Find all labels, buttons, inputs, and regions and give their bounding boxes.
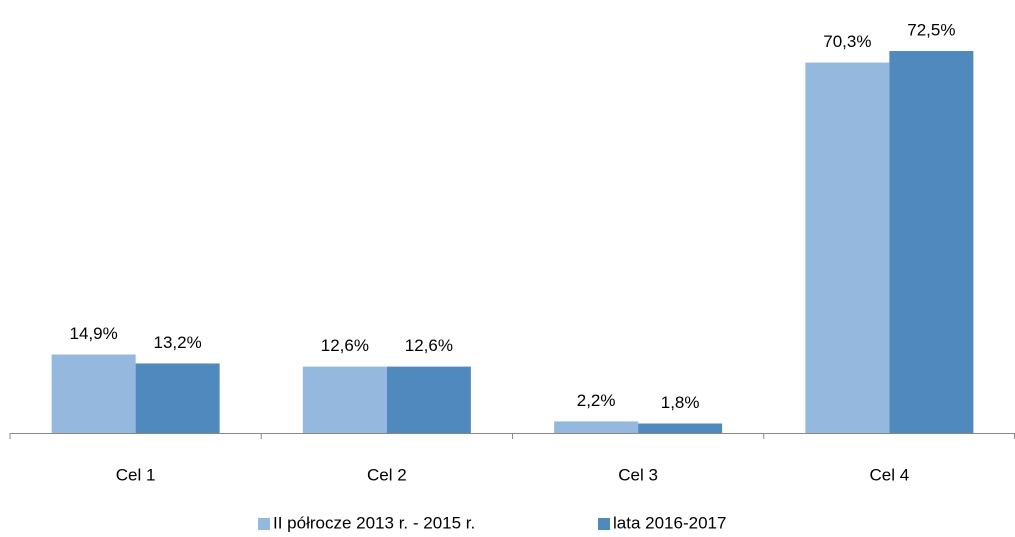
data-label: 13,2% <box>154 333 202 352</box>
legend-swatch <box>258 518 270 530</box>
data-label: 72,5% <box>907 20 955 39</box>
bar <box>386 366 471 433</box>
data-label: 1,8% <box>661 393 700 412</box>
legend-swatch <box>598 518 610 530</box>
bar <box>889 51 974 433</box>
bar <box>51 354 136 433</box>
bar <box>638 423 723 433</box>
x-tick-label: Cel 3 <box>618 465 658 484</box>
data-label: 14,9% <box>70 324 118 343</box>
legend-label: lata 2016-2017 <box>613 513 726 532</box>
data-label: 2,2% <box>577 391 616 410</box>
bar <box>805 62 890 433</box>
bar <box>554 421 639 433</box>
data-label: 12,6% <box>405 336 453 355</box>
bar <box>135 363 220 433</box>
legend-label: II półrocze 2013 r. - 2015 r. <box>273 513 475 532</box>
x-tick-label: Cel 4 <box>870 465 910 484</box>
data-label: 70,3% <box>823 32 871 51</box>
bar <box>302 366 387 433</box>
x-tick-label: Cel 2 <box>367 465 407 484</box>
x-tick-label: Cel 1 <box>116 465 156 484</box>
data-label: 12,6% <box>321 336 369 355</box>
